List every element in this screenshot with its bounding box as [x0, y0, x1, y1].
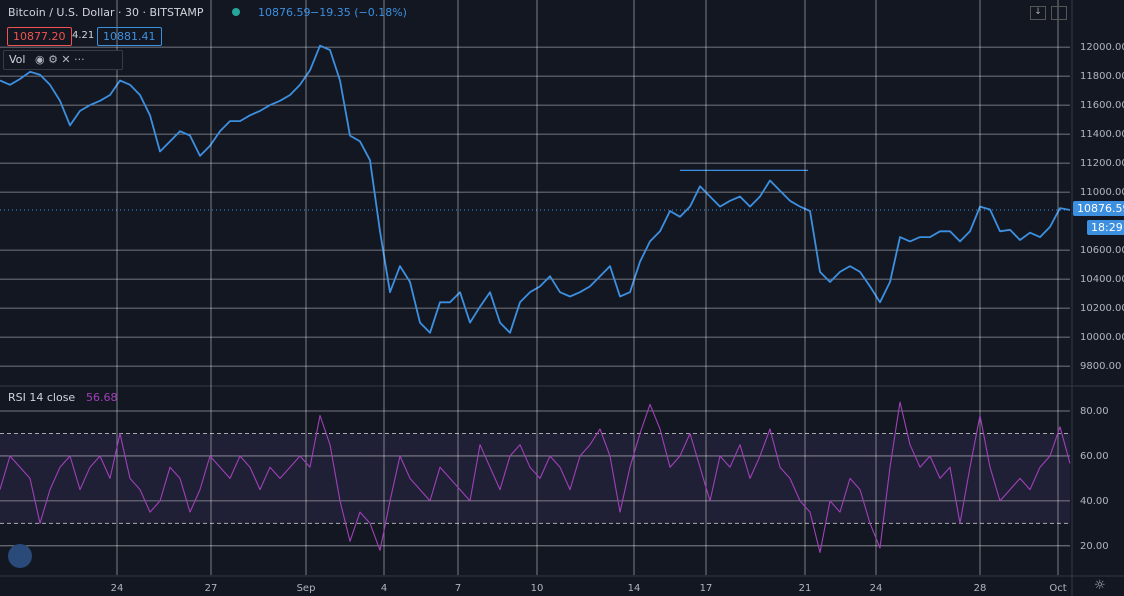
price-line — [0, 44, 1071, 334]
logo[interactable] — [8, 544, 32, 568]
x-tick-label: 14 — [628, 583, 641, 594]
y-tick-label: 11200.00 — [1080, 158, 1124, 169]
x-tick-label: 17 — [700, 583, 713, 594]
symbol-title[interactable]: Bitcoin / U.S. Dollar · 30 · BITSTAMP — [8, 6, 204, 19]
x-tick-label: Sep — [297, 583, 316, 594]
status-dot — [232, 8, 240, 16]
x-tick-label: 27 — [205, 583, 218, 594]
ask-button[interactable]: 10881.41 — [97, 27, 162, 46]
rsi-band — [0, 433, 1070, 524]
x-tick-label: 24 — [870, 583, 883, 594]
y-tick-label: 12000.00 — [1080, 42, 1124, 53]
toolbar-button[interactable] — [1051, 6, 1067, 20]
rsi-label: RSI 14 close — [8, 391, 76, 404]
y-tick-label: 11800.00 — [1080, 71, 1124, 82]
y-tick-label: 10600.00 — [1080, 245, 1124, 256]
y-tick-label: 20.00 — [1080, 541, 1109, 552]
toolbar-button[interactable]: ↓ — [1030, 6, 1046, 20]
x-tick-label: 10 — [531, 583, 544, 594]
price-change: −19.35 (−0.18%) — [310, 6, 407, 19]
volume-icons[interactable]: ◉ ⚙ ✕ ··· — [34, 53, 85, 66]
rsi-value: 56.68 — [86, 391, 118, 404]
y-tick-label: 80.00 — [1080, 406, 1109, 417]
y-tick-label: 10400.00 — [1080, 274, 1124, 285]
price-label: 10876.59 — [1073, 201, 1124, 216]
volume-label: Vol — [9, 53, 26, 66]
bid-button[interactable]: 10877.20 — [7, 27, 72, 46]
y-tick-label: 10200.00 — [1080, 303, 1124, 314]
volume-legend: Vol ◉ ⚙ ✕ ··· — [3, 50, 123, 70]
y-tick-label: 11600.00 — [1080, 100, 1124, 111]
x-tick-label: Oct — [1049, 583, 1066, 594]
x-tick-label: 7 — [455, 583, 461, 594]
settings-icon[interactable]: ☼ — [1094, 578, 1106, 593]
countdown-label: 18:29 — [1087, 220, 1124, 235]
y-tick-label: 60.00 — [1080, 451, 1109, 462]
y-tick-label: 9800.00 — [1080, 361, 1121, 372]
last-price: 10876.59 — [258, 6, 311, 19]
y-tick-label: 10000.00 — [1080, 332, 1124, 343]
y-tick-label: 11000.00 — [1080, 187, 1124, 198]
x-tick-label: 21 — [799, 583, 812, 594]
y-tick-label: 40.00 — [1080, 496, 1109, 507]
spread: 4.21 — [72, 30, 95, 41]
x-tick-label: 4 — [381, 583, 387, 594]
y-tick-label: 11400.00 — [1080, 129, 1124, 140]
rsi-line — [0, 401, 1071, 554]
x-tick-label: 28 — [974, 583, 987, 594]
x-tick-label: 24 — [111, 583, 124, 594]
